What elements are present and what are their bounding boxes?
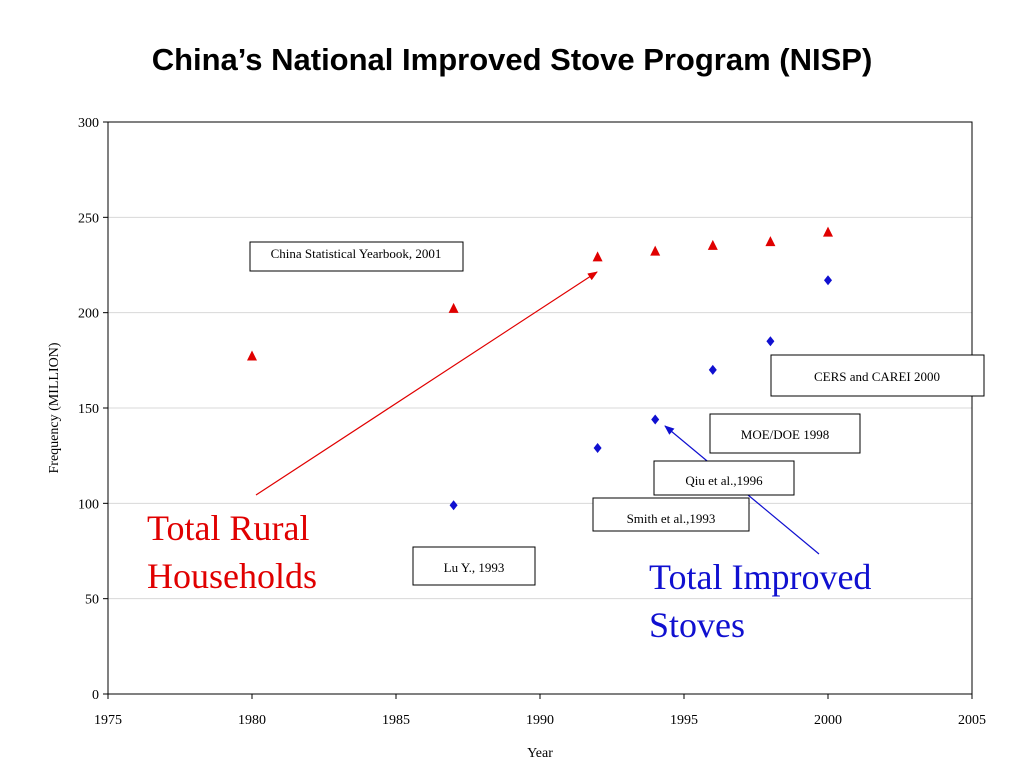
improved-stoves-point — [766, 336, 775, 347]
improved-stoves-point — [449, 500, 458, 511]
improved-stoves-label: Total Improved Stoves — [649, 557, 880, 645]
y-tick-label: 50 — [85, 593, 99, 608]
chart-title: China’s National Improved Stove Program … — [151, 42, 873, 77]
source-box-text: Smith et al.,1993 — [627, 511, 716, 526]
improved-stoves-point — [824, 275, 832, 286]
y-tick-label: 100 — [78, 497, 99, 512]
rural-households-point — [823, 226, 833, 237]
rural-households-arrow — [255, 271, 598, 496]
source-box-moe-doe: MOE/DOE 1998 — [709, 413, 861, 454]
rural-households-point — [448, 302, 459, 313]
source-box-cers-carei: CERS and CAREI 2000 — [770, 354, 985, 397]
rural-households-label-line: Households — [147, 556, 317, 596]
x-axis-label: Year — [527, 746, 553, 761]
improved-stoves-label-line: Total Improved — [649, 557, 871, 597]
y-axis-label: Frequency (MILLION) — [47, 342, 62, 473]
rural-households-label-line: Total Rural — [147, 508, 309, 548]
source-box-smith: Smith et al.,1993 — [592, 497, 750, 532]
source-box-lu: Lu Y., 1993 — [412, 546, 536, 586]
rural-households-point — [247, 350, 257, 361]
source-box-text: China Statistical Yearbook, 2001 — [271, 246, 442, 261]
rural-households-point — [707, 239, 718, 250]
source-box-text: MOE/DOE 1998 — [741, 427, 829, 442]
y-tick-label: 150 — [78, 402, 99, 417]
rural-households-label: Total Rural Households — [147, 508, 318, 596]
x-axis: 1975 1980 1985 1990 1995 2000 2005 — [94, 694, 986, 728]
improved-stoves-label-line: Stoves — [649, 605, 745, 645]
source-box-text: CERS and CAREI 2000 — [814, 369, 940, 384]
y-tick-label: 0 — [92, 688, 99, 703]
improved-stoves-point — [651, 414, 660, 425]
y-tick-label: 300 — [78, 116, 99, 131]
rural-households-point — [592, 251, 603, 262]
gridlines — [108, 216, 972, 600]
improved-stoves-point — [708, 364, 717, 375]
y-tick-label: 200 — [78, 307, 99, 322]
rural-households-point — [650, 245, 661, 256]
y-tick-label: 250 — [78, 211, 99, 226]
x-tick-label: 1990 — [526, 713, 554, 728]
source-box-text: Lu Y., 1993 — [444, 560, 505, 575]
x-tick-label: 1985 — [382, 713, 410, 728]
y-axis: 0 50 100 150 200 250 300 — [78, 116, 108, 703]
rural-households-point — [765, 236, 776, 247]
data-points — [247, 226, 833, 511]
x-tick-label: 1995 — [670, 713, 698, 728]
source-box-text: Qiu et al.,1996 — [685, 473, 763, 488]
x-tick-label: 2000 — [814, 713, 842, 728]
x-tick-label: 1980 — [238, 713, 266, 728]
x-tick-label: 1975 — [94, 713, 122, 728]
improved-stoves-point — [593, 443, 602, 454]
source-box-china-statistical-yearbook: China Statistical Yearbook, 2001 — [249, 241, 464, 272]
source-box-qiu: Qiu et al.,1996 — [653, 460, 795, 496]
x-tick-label: 2005 — [958, 713, 986, 728]
